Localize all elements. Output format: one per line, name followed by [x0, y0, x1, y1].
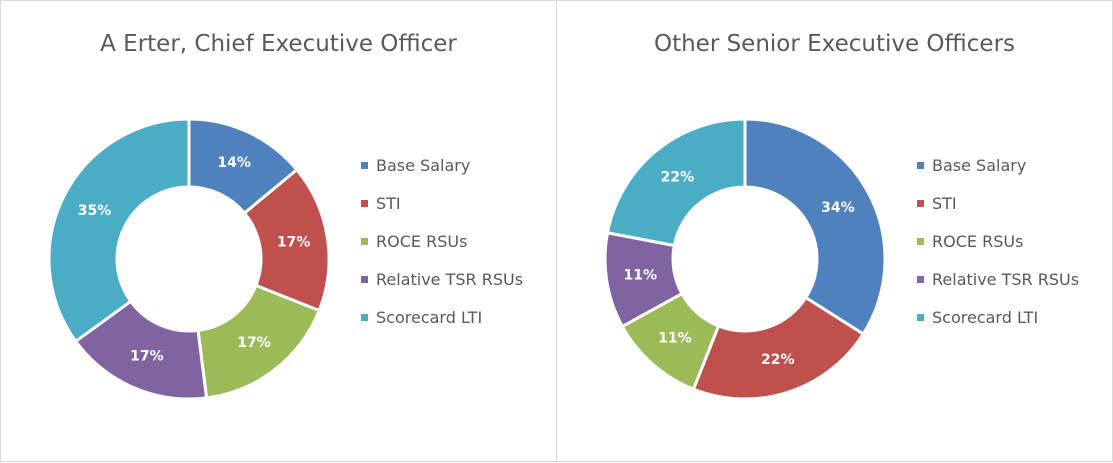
data-label-base-salary: 14% [217, 155, 251, 171]
slice-relative-tsr-rsus [73, 299, 209, 401]
legend-item-scorecard-lti: Scorecard LTI [917, 298, 1079, 336]
officers-chart-panel: Other Senior Executive Officers 34% 22% 11… [556, 0, 1113, 462]
legend-label: Base Salary [376, 155, 471, 175]
legend-label: STI [932, 193, 957, 213]
data-label-relative-tsr-rsus: 11% [624, 268, 658, 284]
legend-label: Relative TSR RSUs [932, 269, 1080, 289]
legend-swatch [361, 275, 368, 283]
legend-label: STI [376, 193, 401, 213]
legend-swatch [917, 199, 924, 207]
slice-roce-rsus [196, 283, 322, 400]
legend-label: ROCE RSUs [932, 231, 1024, 251]
legend-item-base-salary: Base Salary [361, 146, 523, 184]
slice-scorecard-lti [47, 117, 191, 344]
legend-label: Scorecard LTI [932, 307, 1039, 327]
ceo-donut-chart: 14% 17% 17% 17% 35% [47, 117, 331, 401]
chart-legend: Base Salary STI ROCE RSUs Relative TSR RSUs… [917, 146, 1079, 336]
legend-item-sti: STI [361, 184, 523, 222]
legend-swatch [917, 275, 924, 283]
legend-item-roce-rsus: ROCE RSUs [917, 222, 1079, 260]
slice-base-salary [743, 117, 887, 337]
legend-item-roce-rsus: ROCE RSUs [361, 222, 523, 260]
legend-item-scorecard-lti: Scorecard LTI [361, 298, 523, 336]
legend-swatch [361, 161, 368, 169]
legend-label: Scorecard LTI [376, 307, 483, 327]
chart-title: Other Senior Executive Officers [653, 31, 1016, 57]
ceo-chart-panel: A Erter, Chief Executive Officer 14% 17% 1… [0, 0, 557, 462]
legend-item-sti: STI [917, 184, 1079, 222]
data-label-relative-tsr-rsus: 17% [130, 348, 164, 364]
data-label-sti: 17% [277, 234, 311, 250]
slice-sti [242, 167, 331, 313]
legend-label: Base Salary [932, 155, 1027, 175]
chart-legend: Base Salary STI ROCE RSUs Relative TSR RSUs… [361, 146, 523, 336]
legend-item-relative-tsr-rsus: Relative TSR RSUs [361, 260, 523, 298]
data-label-scorecard-lti: 22% [661, 169, 695, 185]
legend-swatch [361, 237, 368, 245]
data-label-roce-rsus: 11% [658, 331, 692, 347]
data-label-roce-rsus: 17% [237, 335, 271, 351]
legend-swatch [917, 161, 924, 169]
slice-scorecard-lti [605, 117, 747, 248]
legend-label: Relative TSR RSUs [376, 269, 524, 289]
data-label-sti: 22% [761, 352, 795, 368]
legend-swatch [917, 237, 924, 245]
officers-donut-chart: 34% 22% 11% 11% 22% [603, 117, 887, 401]
legend-item-relative-tsr-rsus: Relative TSR RSUs [917, 260, 1079, 298]
legend-label: ROCE RSUs [376, 231, 468, 251]
legend-swatch [361, 313, 368, 321]
legend-swatch [917, 313, 924, 321]
legend-item-base-salary: Base Salary [917, 146, 1079, 184]
data-label-base-salary: 34% [821, 200, 855, 216]
data-label-scorecard-lti: 35% [78, 203, 112, 219]
legend-swatch [361, 199, 368, 207]
chart-title: A Erter, Chief Executive Officer [100, 31, 457, 57]
slice-sti [691, 295, 866, 401]
